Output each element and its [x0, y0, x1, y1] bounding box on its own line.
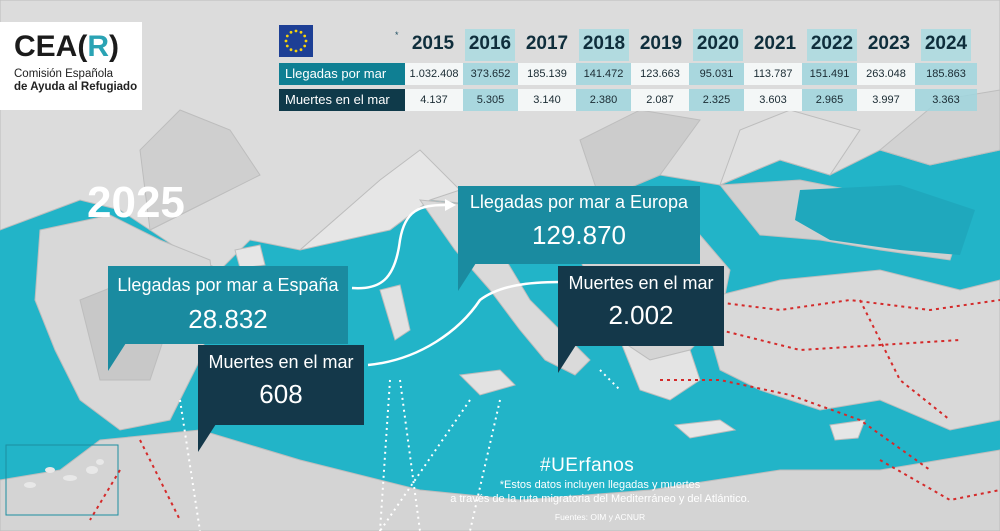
table-cell: 5.305: [463, 89, 518, 111]
callout-title: Muertes en el mar: [208, 352, 354, 372]
table-cell: 1.032.408: [405, 63, 463, 85]
logo-subtitle-line2: de Ayuda al Refugiado: [14, 81, 138, 93]
year-header: 2022: [807, 29, 857, 61]
callout-europe-arrivals: Llegadas por mar a Europa 129.870: [458, 186, 700, 264]
eu-flag-icon: [279, 25, 313, 57]
table-cell: 95.031: [689, 63, 744, 85]
callout-title: Muertes en el mar: [568, 273, 714, 293]
table-cell: 2.965: [802, 89, 857, 111]
hashtag: #UErfanos: [540, 455, 635, 476]
table-cell: 151.491: [802, 63, 857, 85]
table-cell: 2.380: [576, 89, 631, 111]
callout-pointer: [558, 345, 576, 373]
year-header: 2018: [579, 29, 629, 61]
logo-bracket-close: ): [109, 30, 120, 63]
logo-name-left: CEA: [14, 30, 78, 63]
year-header: 2016: [465, 29, 515, 61]
callout-value: 608: [259, 379, 303, 409]
logo-r: R: [87, 30, 110, 63]
logo-subtitle-line1: Comisión Española: [14, 68, 114, 80]
table-cell: 113.787: [744, 63, 802, 85]
callout-title: Llegadas por mar a Europa: [469, 192, 689, 212]
footnote: *Estos datos incluyen llegadas y muertes…: [430, 478, 770, 524]
year-header: 2023: [867, 33, 911, 54]
callout-pointer: [108, 343, 126, 371]
year-header: 2021: [753, 33, 797, 54]
row-label-deaths: Muertes en el mar: [279, 89, 405, 111]
table-cell: 263.048: [857, 63, 915, 85]
logo-bracket-open: (: [77, 30, 88, 63]
footnote-line1: *Estos datos incluyen llegadas y muertes: [499, 479, 701, 491]
highlight-year: 2025: [87, 178, 185, 227]
callout-spain-arrivals: Llegadas por mar a España 28.832: [108, 266, 348, 344]
callout-europe-deaths: Muertes en el mar 2.002: [558, 266, 724, 346]
callout-pointer: [198, 424, 216, 452]
logo-wordmark: CEA(R): [14, 32, 142, 62]
footnote-line2: a través de la ruta migratoria del Medit…: [450, 493, 750, 505]
year-header: 2024: [921, 29, 971, 61]
table-asterisk: *: [395, 30, 399, 40]
year-header: 2020: [693, 29, 743, 61]
table-cell: 3.140: [518, 89, 576, 111]
callout-value: 129.870: [532, 220, 626, 250]
sources: Fuentes: OIM y ACNUR: [554, 512, 646, 522]
table-cell: 185.863: [915, 63, 977, 85]
row-label-arrivals: Llegadas por mar: [279, 63, 405, 85]
table-cell: 2.087: [631, 89, 689, 111]
table-cell: 3.997: [857, 89, 915, 111]
table-cell: 2.325: [689, 89, 744, 111]
year-header: 2015: [411, 33, 455, 54]
callout-value: 2.002: [608, 300, 674, 330]
year-header: 2017: [525, 33, 569, 54]
table-cell: 123.663: [631, 63, 689, 85]
table-cell: 3.363: [915, 89, 977, 111]
table-cell: 4.137: [405, 89, 463, 111]
year-header: 2019: [639, 33, 683, 54]
callout-title: Llegadas por mar a España: [117, 275, 339, 295]
callout-value: 28.832: [188, 304, 268, 334]
callout-pointer: [458, 263, 476, 291]
ceai-logo: CEA(R) Comisión Española de Ayuda al Ref…: [0, 22, 142, 110]
table-cell: 373.652: [463, 63, 518, 85]
table-cell: 141.472: [576, 63, 631, 85]
callout-spain-deaths: Muertes en el mar 608: [198, 345, 364, 425]
table-cell: 185.139: [518, 63, 576, 85]
table-cell: 3.603: [744, 89, 802, 111]
